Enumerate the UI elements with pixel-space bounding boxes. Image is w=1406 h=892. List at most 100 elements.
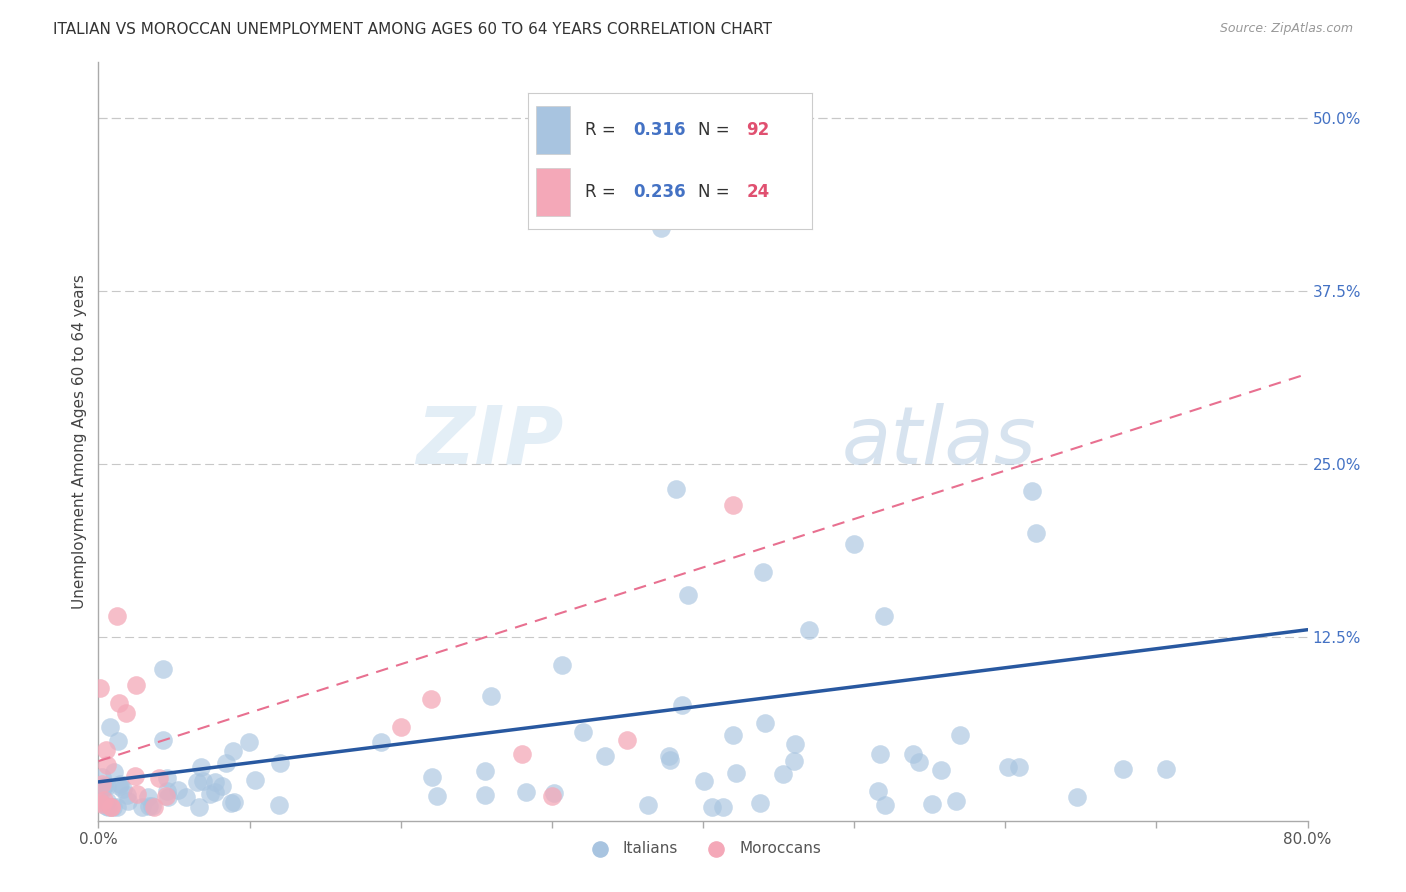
Point (510, 747, 533, 762)
Point (671, 698, 693, 712)
Point (929, 764, 952, 778)
Point (1156, 762, 1178, 776)
Point (215, 756, 238, 771)
Point (98, 720, 121, 734)
Point (156, 784, 179, 798)
Point (96, 794, 118, 808)
Point (156, 772, 179, 786)
Point (190, 760, 212, 774)
Point (155, 789, 177, 803)
Point (945, 793, 967, 807)
Point (108, 779, 131, 793)
Point (114, 706, 136, 720)
Point (211, 779, 233, 793)
Point (91, 770, 114, 784)
Point (107, 733, 129, 747)
Point (112, 782, 135, 797)
Point (797, 623, 820, 637)
Text: ITALIAN VS MOROCCAN UNEMPLOYMENT AMONG AGES 60 TO 64 YEARS CORRELATION CHART: ITALIAN VS MOROCCAN UNEMPLOYMENT AMONG A… (53, 22, 772, 37)
Point (91, 782, 114, 797)
Point (540, 789, 562, 803)
Point (96, 779, 118, 793)
Point (100, 799, 122, 814)
Point (100, 799, 122, 814)
Point (721, 728, 744, 742)
Point (110, 777, 132, 791)
Point (138, 790, 160, 805)
Point (152, 662, 174, 676)
Point (204, 775, 226, 789)
Point (1008, 760, 1031, 774)
Point (658, 749, 681, 764)
Point (426, 789, 449, 804)
Point (101, 799, 124, 814)
Point (389, 720, 412, 734)
Point (593, 748, 616, 763)
Point (117, 788, 139, 802)
Legend: Italians, Moroccans: Italians, Moroccans (579, 835, 827, 863)
Point (949, 728, 972, 742)
Point (174, 789, 197, 804)
Point (1024, 525, 1046, 540)
Point (908, 755, 931, 769)
Point (117, 794, 139, 808)
Point (713, 799, 735, 814)
Point (186, 774, 208, 789)
Point (479, 689, 502, 703)
Point (665, 482, 688, 496)
Point (89, 681, 111, 695)
Point (748, 796, 770, 810)
Point (997, 760, 1019, 774)
Point (245, 772, 267, 787)
Point (91, 797, 114, 812)
Point (572, 725, 595, 739)
Point (166, 783, 188, 797)
Point (724, 765, 747, 780)
Point (658, 753, 681, 767)
Point (198, 787, 221, 801)
Y-axis label: Unemployment Among Ages 60 to 64 years: Unemployment Among Ages 60 to 64 years (72, 274, 87, 609)
Point (420, 770, 443, 784)
Point (921, 797, 943, 811)
Text: Source: ZipAtlas.com: Source: ZipAtlas.com (1219, 22, 1353, 36)
Point (515, 784, 537, 798)
Point (676, 588, 699, 602)
Point (866, 783, 889, 797)
Point (156, 790, 179, 805)
Point (93, 779, 115, 793)
Point (141, 798, 163, 813)
Point (474, 789, 496, 803)
Point (772, 767, 794, 781)
Point (152, 732, 174, 747)
Point (873, 608, 896, 623)
Point (267, 798, 290, 813)
Point (650, 221, 672, 235)
Point (96, 758, 118, 772)
Point (238, 735, 260, 749)
Point (873, 797, 896, 812)
Point (844, 537, 866, 551)
Point (1066, 790, 1088, 805)
Point (108, 697, 131, 711)
Point (143, 799, 166, 814)
Point (97, 799, 120, 814)
Text: atlas: atlas (842, 402, 1036, 481)
Point (125, 788, 148, 802)
Point (221, 796, 243, 810)
Point (723, 498, 745, 512)
Point (125, 678, 148, 692)
Point (783, 754, 806, 768)
Text: ZIP: ZIP (416, 402, 564, 481)
Point (543, 786, 565, 800)
Point (89, 795, 111, 809)
Point (222, 744, 245, 758)
Point (138, 798, 160, 813)
Point (96, 798, 118, 813)
Point (105, 799, 128, 814)
Point (752, 565, 775, 579)
Point (420, 692, 443, 706)
Point (93, 793, 115, 807)
Point (783, 737, 806, 751)
Point (90, 777, 112, 791)
Point (474, 764, 496, 779)
